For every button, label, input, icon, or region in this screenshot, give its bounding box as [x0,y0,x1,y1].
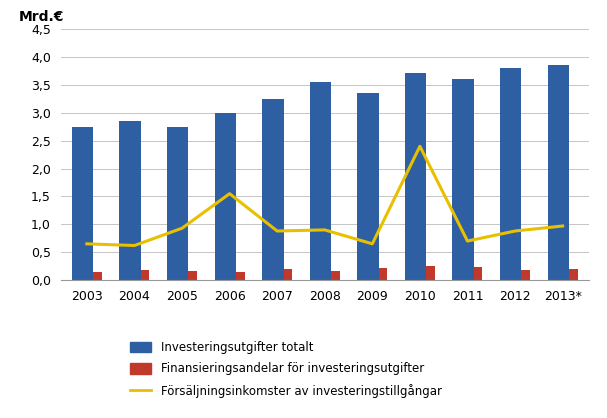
Bar [331,270,340,280]
Bar [188,270,197,280]
Legend: Investeringsutgifter totalt, Finansieringsandelar för investeringsutgifter, Förs: Investeringsutgifter totalt, Finansierin… [130,341,442,398]
Bar [167,127,188,280]
Bar [426,266,435,280]
Bar [474,267,483,280]
Bar [310,82,331,280]
Bar [141,270,149,280]
Bar [500,68,521,280]
Bar [548,66,569,280]
Bar [283,269,292,280]
Bar [379,268,387,280]
Bar [262,99,283,280]
Bar [521,270,530,280]
Bar [452,79,474,280]
Bar [405,73,426,280]
Bar [120,121,141,280]
Bar [358,93,379,280]
Bar [236,272,245,280]
Text: Mrd.€: Mrd.€ [18,10,64,24]
Bar [569,269,578,280]
Bar [215,113,236,280]
Bar [93,272,102,280]
Bar [72,127,93,280]
